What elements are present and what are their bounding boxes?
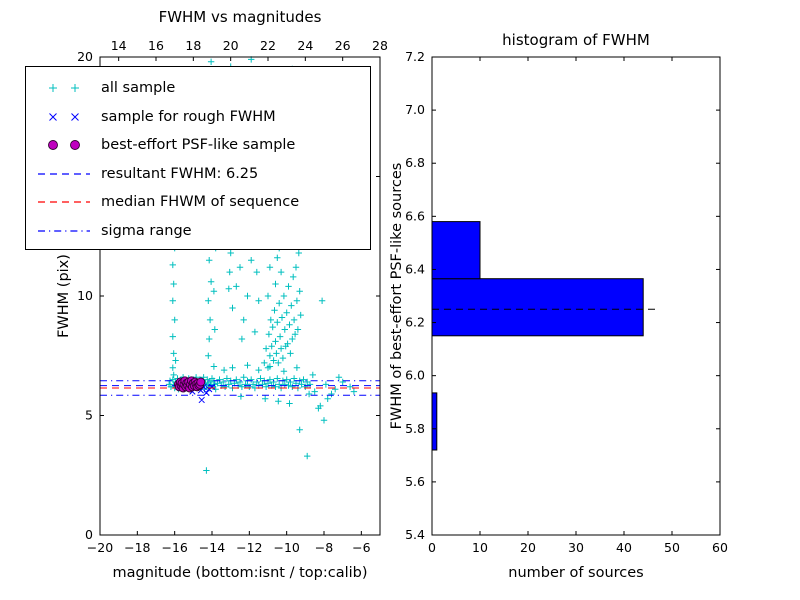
histogram-bar — [431, 278, 644, 337]
svg-text:14: 14 — [111, 38, 127, 53]
scatter-plot-xlabel: magnitude (bottom:isnt / top:calib) — [112, 565, 368, 581]
svg-text:10: 10 — [77, 288, 93, 303]
legend-label: sigma range — [101, 222, 192, 239]
axes-frame — [99, 56, 381, 536]
svg-text:30: 30 — [568, 540, 584, 555]
resultant-fwhm-marker-icon — [38, 173, 90, 175]
histogram-plot-xlabel: number of sources — [508, 565, 644, 581]
scatter-plot-title: FWHM vs magnitudes — [158, 8, 322, 26]
svg-text:−20: −20 — [87, 540, 113, 555]
svg-text:28: 28 — [372, 38, 388, 53]
svg-text:6.6: 6.6 — [405, 208, 425, 223]
histogram-plot-ylabel: FWHM of best-effort PSF-like sources — [389, 162, 405, 430]
svg-text:5: 5 — [85, 408, 93, 423]
legend-item-all-sample: all sample — [36, 74, 370, 103]
svg-text:7.0: 7.0 — [405, 102, 425, 117]
legend-label: median FHWM of sequence — [101, 194, 300, 211]
svg-text:20: 20 — [77, 49, 93, 64]
legend-item-sigma-range: sigma range — [36, 217, 370, 246]
legend-label: sample for rough FWHM — [101, 108, 276, 125]
all-sample-marker-icon — [49, 84, 79, 93]
svg-text:7.2: 7.2 — [405, 49, 425, 64]
legend-item-resultant-fwhm: resultant FWHM: 6.25 — [36, 160, 370, 189]
svg-text:−16: −16 — [161, 540, 187, 555]
median-fwhm-marker-icon — [38, 201, 90, 203]
svg-text:10: 10 — [472, 540, 488, 555]
sigma-range-marker-icon — [38, 230, 90, 232]
scatter-plot-ylabel: FWHM (pix) — [56, 254, 72, 338]
svg-text:40: 40 — [616, 540, 632, 555]
svg-text:6.0: 6.0 — [405, 368, 425, 383]
svg-text:−12: −12 — [236, 540, 262, 555]
svg-text:6.8: 6.8 — [405, 155, 425, 170]
svg-text:6.4: 6.4 — [405, 261, 425, 276]
svg-text:60: 60 — [712, 540, 728, 555]
svg-text:26: 26 — [335, 38, 351, 53]
histogram-plot-title: histogram of FWHM — [502, 31, 650, 49]
svg-text:−18: −18 — [124, 540, 150, 555]
svg-text:50: 50 — [664, 540, 680, 555]
histogram-bar — [431, 392, 438, 451]
svg-text:18: 18 — [185, 38, 201, 53]
svg-text:−14: −14 — [199, 540, 225, 555]
svg-text:24: 24 — [297, 38, 313, 53]
svg-text:22: 22 — [260, 38, 276, 53]
series-psf-sample — [173, 376, 206, 393]
legend-item-median-fwhm: median FHWM of sequence — [36, 188, 370, 217]
svg-text:6.2: 6.2 — [405, 315, 425, 330]
legend-label: resultant FWHM: 6.25 — [101, 165, 259, 182]
rough-fwhm-marker-icon — [49, 112, 79, 121]
svg-text:20: 20 — [223, 38, 239, 53]
axes-frame — [431, 56, 721, 536]
psf-sample-marker-icon — [48, 140, 80, 151]
legend-item-psf-sample: best-effort PSF-like sample — [36, 131, 370, 160]
svg-text:−10: −10 — [273, 540, 299, 555]
legend-label: all sample — [101, 80, 176, 97]
histogram-bar — [431, 221, 481, 280]
svg-text:16: 16 — [148, 38, 164, 53]
svg-text:0: 0 — [85, 527, 93, 542]
legend-label: best-effort PSF-like sample — [101, 137, 296, 154]
legend-item-rough-fwhm: sample for rough FWHM — [36, 103, 370, 132]
svg-text:5.8: 5.8 — [405, 421, 425, 436]
svg-text:−6: −6 — [352, 540, 370, 555]
svg-text:20: 20 — [520, 540, 536, 555]
svg-text:5.4: 5.4 — [405, 527, 425, 542]
svg-text:−8: −8 — [315, 540, 333, 555]
svg-text:0: 0 — [428, 540, 436, 555]
legend-box: all sample sample for rough FWHM best-effo… — [25, 66, 371, 250]
svg-text:5.6: 5.6 — [405, 474, 425, 489]
